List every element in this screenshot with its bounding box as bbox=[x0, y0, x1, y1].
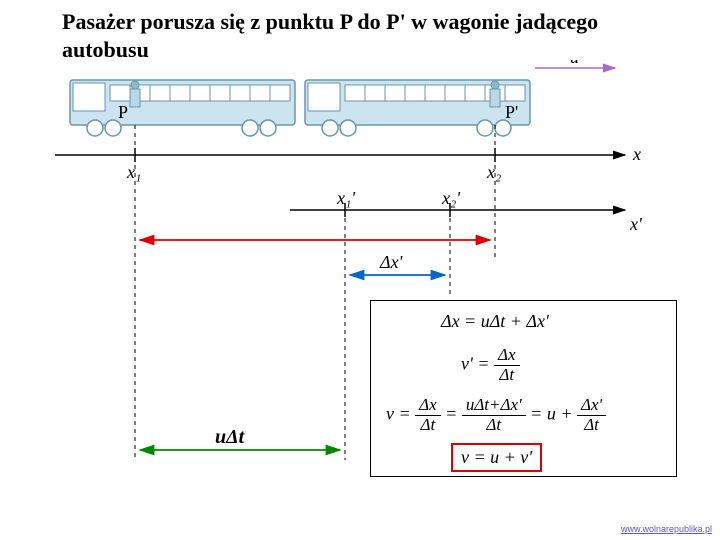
eq4: v = u + v' bbox=[461, 447, 532, 467]
eq3: v = ΔxΔt = uΔt+Δx'Δt = u + Δx'Δt bbox=[386, 396, 606, 434]
eq3-n3: Δx' bbox=[577, 396, 606, 416]
eq3-d1: Δt bbox=[415, 416, 441, 435]
credit-link[interactable]: www.wolnarepublika.pl bbox=[621, 524, 712, 534]
eq3-rhs1: = u + bbox=[530, 403, 572, 423]
label-x: x bbox=[632, 144, 641, 164]
label-xp: x' bbox=[629, 214, 643, 234]
eq2-den: Δt bbox=[494, 366, 520, 385]
label-u: u̅ bbox=[570, 60, 580, 67]
eq3-d2: Δt bbox=[462, 416, 526, 435]
bus-2: P' bbox=[305, 80, 530, 136]
eq4-box: v = u + v' bbox=[451, 443, 542, 472]
label-x2p: x₂' bbox=[441, 188, 461, 208]
eq2-lhs: v' = bbox=[461, 353, 490, 373]
equation-box: Δx = uΔt + Δx' v' = ΔxΔt v = ΔxΔt = uΔt+… bbox=[370, 300, 677, 477]
page-title: Pasażer porusza się z punktu P do P' w w… bbox=[62, 8, 642, 63]
eq3-lhs: v = bbox=[386, 403, 411, 423]
label-x1p: x₁' bbox=[336, 188, 356, 208]
eq3-n1: Δx bbox=[415, 396, 441, 416]
label-udt: uΔt bbox=[215, 426, 246, 448]
label-P: P bbox=[118, 102, 128, 122]
label-x1: x₁ bbox=[126, 162, 141, 182]
eq2-num: Δx bbox=[494, 346, 520, 366]
label-dxp: Δx' bbox=[379, 252, 404, 272]
bus-1: P bbox=[70, 80, 295, 136]
label-x2: x₂ bbox=[486, 162, 501, 182]
eq1: Δx = uΔt + Δx' bbox=[441, 311, 549, 332]
eq3-d3: Δt bbox=[577, 416, 606, 435]
eq3-n2: uΔt+Δx' bbox=[462, 396, 526, 416]
eq2: v' = ΔxΔt bbox=[461, 346, 520, 384]
label-Pp: P' bbox=[505, 102, 518, 122]
